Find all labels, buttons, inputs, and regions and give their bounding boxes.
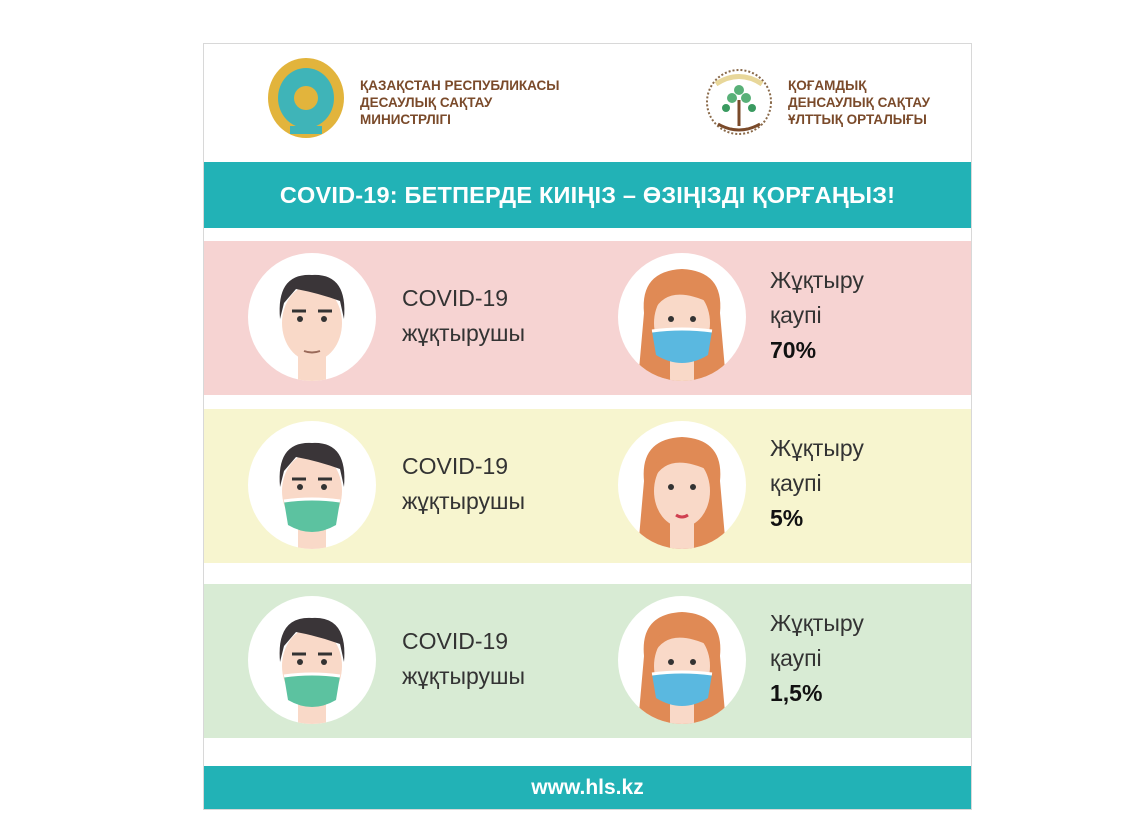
ministry-name: ҚАЗАҚСТАН РЕСПУБЛИКАСЫ ДЕСАУЛЫҚ САҚТАУ М… xyxy=(360,77,560,128)
ministry-line: ДЕСАУЛЫҚ САҚТАУ xyxy=(360,95,493,110)
risk-label-line2: қаупі xyxy=(770,645,822,671)
carrier-label-line2: жұқтырушы xyxy=(402,663,526,689)
carrier-label: COVID-19 жұқтырушы xyxy=(402,449,525,519)
masked-person-face-icon xyxy=(618,253,746,381)
banner-title: COVID-19: БЕТПЕРДЕ КИІҢІЗ – ӨЗІҢІЗДІ ҚОР… xyxy=(279,181,896,208)
carrier-label: COVID-19 жұқтырушы xyxy=(402,281,525,351)
risk-value: 5% xyxy=(770,505,804,531)
risk-label: Жұқтыру қаупі 70% xyxy=(770,263,864,368)
comparison-row: COVID-19 жұқтырушы Жұқтыру қаупі 5% xyxy=(204,409,971,563)
center-name: ҚОҒАМДЫҚ ДЕНСАУЛЫҚ САҚТАУ ҰЛТТЫҚ ОРТАЛЫҒ… xyxy=(788,77,930,128)
comparison-row: COVID-19 жұқтырушы Жұқтыру қаупі 70% xyxy=(204,241,971,395)
infographic-card: ҚАЗАҚСТАН РЕСПУБЛИКАСЫ ДЕСАУЛЫҚ САҚТАУ М… xyxy=(203,43,972,810)
risk-label-line1: Жұқтыру xyxy=(770,435,864,461)
risk-label-line2: қаупі xyxy=(770,302,822,328)
title-banner: COVID-19: БЕТПЕРДЕ КИІҢІЗ – ӨЗІҢІЗДІ ҚОР… xyxy=(204,162,971,228)
carrier-label-line2: жұқтырушы xyxy=(402,488,526,514)
risk-label-line1: Жұқтыру xyxy=(770,610,864,636)
public-health-center-logo xyxy=(706,69,772,135)
person-face-icon xyxy=(618,421,746,549)
center-line: ДЕНСАУЛЫҚ САҚТАУ xyxy=(788,95,931,110)
carrier-label: COVID-19 жұқтырушы xyxy=(402,624,525,694)
footer-bar: www.hls.kz xyxy=(204,766,971,809)
carrier-label-line1: COVID-19 xyxy=(402,453,509,479)
risk-value: 1,5% xyxy=(770,680,823,706)
carrier-label-line1: COVID-19 xyxy=(402,285,509,311)
masked-carrier-face-icon xyxy=(248,421,376,549)
masked-carrier-face-icon xyxy=(248,596,376,724)
ministry-line: ҚАЗАҚСТАН РЕСПУБЛИКАСЫ xyxy=(360,78,560,93)
risk-value: 70% xyxy=(770,337,817,363)
risk-label-line2: қаупі xyxy=(770,470,822,496)
kazakhstan-emblem-logo xyxy=(268,58,344,138)
center-line: ҚОҒАМДЫҚ xyxy=(788,78,867,93)
carrier-face-icon xyxy=(248,253,376,381)
risk-label: Жұқтыру қаупі 1,5% xyxy=(770,606,864,711)
masked-person-face-icon xyxy=(618,596,746,724)
risk-label: Жұқтыру қаупі 5% xyxy=(770,431,864,536)
center-line: ҰЛТТЫҚ ОРТАЛЫҒЫ xyxy=(788,112,927,127)
risk-label-line1: Жұқтыру xyxy=(770,267,864,293)
website-link[interactable]: www.hls.kz xyxy=(531,775,644,799)
carrier-label-line1: COVID-19 xyxy=(402,628,509,654)
ministry-line: МИНИСТРЛІГІ xyxy=(360,112,451,127)
carrier-label-line2: жұқтырушы xyxy=(402,320,526,346)
comparison-row: COVID-19 жұқтырушы Жұқтыру қаупі 1,5% xyxy=(204,584,971,738)
